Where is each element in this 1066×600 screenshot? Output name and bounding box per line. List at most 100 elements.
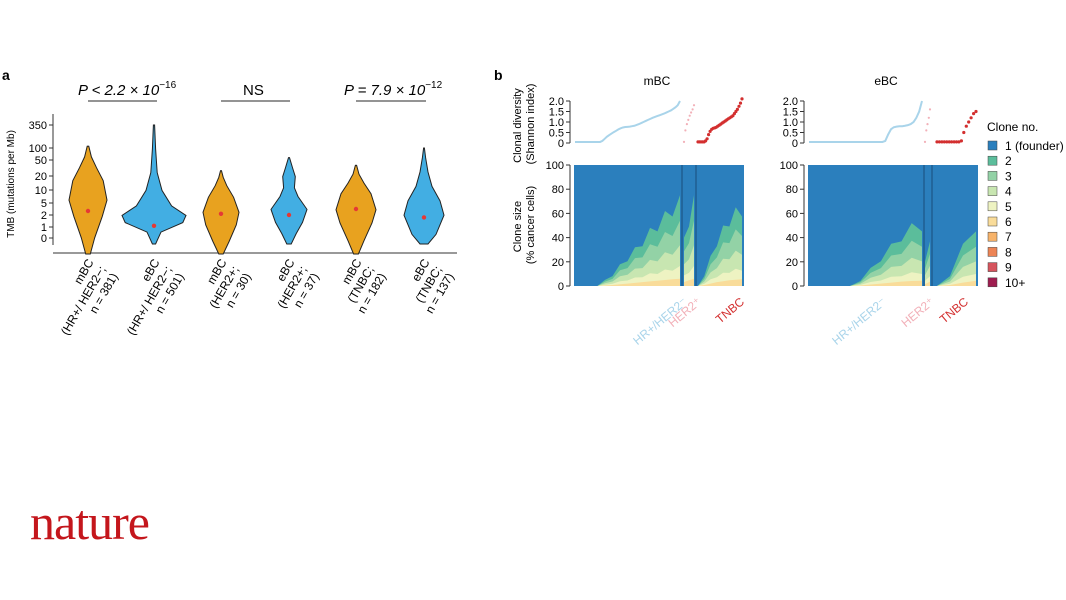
panel-a-label: a: [2, 67, 10, 83]
diversity-point-tnbc: [945, 140, 949, 144]
clone-size-tick-label: 40: [786, 233, 798, 245]
diversity-point-tnbc: [942, 140, 946, 144]
median-point: [353, 206, 359, 212]
diversity-point-tnbc: [937, 140, 942, 144]
subtype-labels: HR+/HER2⁻HER2⁺ TNBC HR+/HER2⁻ HER2⁺ TNBC: [630, 294, 971, 347]
diversity-point-tnbc: [737, 104, 741, 108]
x-tick-label: mBC(TNBC;n = 182): [330, 256, 389, 316]
legend-label: 6: [1005, 215, 1012, 229]
legend-label: 2: [1005, 154, 1012, 168]
panel-a-ytick-label: 10: [35, 185, 47, 197]
violin-ebc-4: [270, 157, 308, 245]
diversity-point-tnbc: [969, 116, 973, 120]
legend-swatch: [987, 171, 998, 181]
legend-swatch: [987, 247, 998, 257]
legend-label: 9: [1005, 261, 1012, 275]
diversity-point-her2pos: [687, 118, 690, 121]
panel-a-ytick-label: 350: [29, 120, 47, 132]
median-point: [421, 215, 427, 220]
violin-mbc-1: [68, 145, 108, 255]
legend-label: 4: [1005, 185, 1012, 199]
clone-size-tick-label: 60: [786, 208, 798, 220]
legend-label: 8: [1005, 245, 1012, 259]
diversity-point-her2pos: [690, 111, 693, 114]
diversity-point-tnbc: [959, 139, 964, 143]
comparison-2-text: NS: [243, 82, 264, 99]
median-point: [218, 211, 224, 216]
clone-size-tick-label: 100: [546, 160, 564, 172]
comparison-3-text: P = 7.9 × 10−12: [344, 80, 443, 99]
diversity-point-her2pos: [927, 116, 930, 119]
diversity-point-tnbc: [957, 140, 961, 144]
diversity-point-tnbc: [967, 120, 971, 124]
clone-size-tick-label: 0: [792, 281, 798, 293]
subtype-label: HER2⁺: [899, 295, 937, 330]
subclone-area-6: [575, 278, 680, 286]
diversity-point-tnbc: [974, 109, 978, 114]
panel-a-ytick-label: 5: [41, 198, 47, 210]
x-tick-label: mBC(HR+/ HER2−;n = 381): [46, 256, 121, 344]
comparison-2: NS: [221, 82, 290, 102]
clone-size-tick-label: 20: [552, 257, 564, 269]
diversity-point-tnbc: [735, 107, 740, 111]
violin-plots: [68, 124, 445, 255]
median-point: [286, 212, 292, 218]
diversity-point-her2pos: [928, 108, 932, 111]
legend-label: 5: [1005, 200, 1012, 214]
legend-label: 1 (founder): [1005, 139, 1064, 153]
panel-a-ytick-label: 20: [35, 171, 47, 183]
ebc-title: eBC: [874, 74, 898, 88]
subtype-label: TNBC: [937, 294, 971, 326]
comparison-1-text: P < 2.2 × 10−16: [78, 80, 177, 99]
diversity-tick-label: 0: [558, 138, 564, 150]
diversity-tick-label: 1.5: [783, 107, 798, 119]
x-tick-label: eBC(HR+/ HER2−;n = 501): [112, 256, 187, 344]
legend-swatch: [987, 262, 998, 272]
panel-a-ytick-label: 2: [41, 210, 47, 222]
clone-size-tick-label: 20: [786, 257, 798, 269]
subtype-label: TNBC: [713, 294, 747, 326]
legend-title: Clone no.: [987, 120, 1038, 134]
diversity-point-her2pos: [684, 129, 687, 132]
x-tick-label: mBC(HER2+;n = 30): [194, 256, 254, 317]
diversity-point-tnbc: [935, 140, 939, 144]
diversity-point-tnbc: [954, 140, 959, 144]
diversity-line-hr-her2neg: [575, 100, 681, 143]
panel-b-label: b: [494, 67, 503, 83]
diversity-point-her2pos: [692, 104, 696, 107]
diversity-tick-label: 0.5: [783, 128, 798, 140]
comparison-3: P = 7.9 × 10−12: [344, 80, 443, 102]
median-point: [85, 208, 91, 214]
diversity-point-tnbc: [950, 140, 954, 144]
legend-swatch: [987, 216, 998, 227]
mbc-title: mBC: [644, 74, 671, 88]
diversity-tick-label: 0: [792, 138, 798, 150]
diversity-tick-label: 0.5: [549, 128, 564, 140]
clone-size-tick-label: 60: [552, 208, 564, 220]
subtype-label: HR+/HER2⁻: [829, 295, 889, 348]
diversity-line-hr-her2neg: [809, 100, 923, 143]
diversity-tick-label: 1.0: [783, 117, 798, 129]
diversity-point-tnbc: [740, 97, 744, 101]
diversity-point-tnbc: [947, 140, 951, 144]
legend-swatch: [987, 140, 998, 151]
legend-swatch: [987, 186, 998, 196]
diversity-point-tnbc: [962, 130, 966, 135]
legend-swatch: [987, 277, 998, 288]
violin-ebc-6: [403, 147, 445, 245]
diversity-point-her2pos: [925, 129, 928, 132]
diversity-point-tnbc: [952, 140, 956, 144]
diversity-point-her2pos: [926, 123, 929, 126]
subclone-area-6: [937, 280, 976, 286]
clone-size-tick-label: 80: [786, 184, 798, 196]
clone-size-tick-label: 100: [780, 160, 798, 172]
comparison-1: P < 2.2 × 10−16: [78, 80, 177, 102]
diversity-point-her2pos: [923, 140, 927, 143]
violin-ebc-2: [121, 124, 187, 245]
diversity-point-her2pos: [688, 114, 691, 117]
